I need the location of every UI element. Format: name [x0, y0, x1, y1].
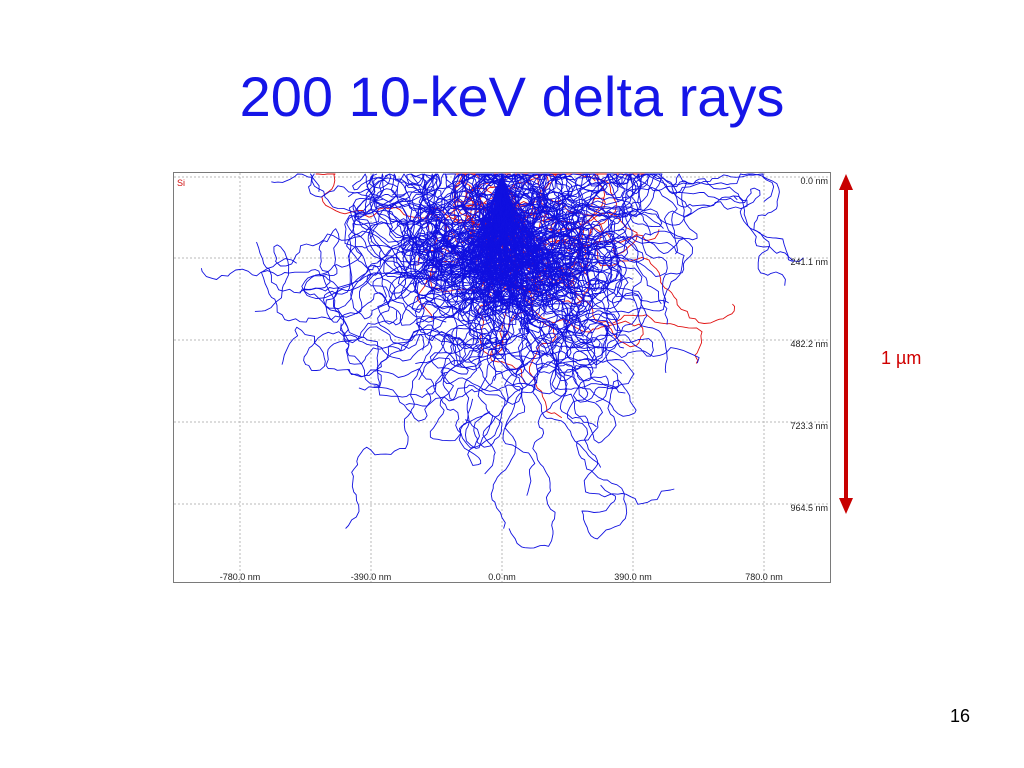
- depth-tick-label: 0.0 nm: [800, 176, 828, 186]
- electron-track: [480, 173, 563, 292]
- electron-track: [491, 174, 627, 263]
- depth-tick-label: 482.2 nm: [790, 339, 828, 349]
- electron-track: [500, 173, 793, 262]
- electron-track: [501, 173, 620, 298]
- electron-track: [482, 174, 546, 475]
- trajectory-plot: Si 0.0 nm 241.1 nm 482.2 nm 723.3 nm 964…: [173, 172, 831, 583]
- electron-track: [299, 174, 505, 310]
- electron-track: [501, 174, 622, 362]
- electron-track: [414, 174, 517, 346]
- material-label: Si: [177, 178, 186, 188]
- scale-bar-arrow: [839, 174, 853, 514]
- electron-track: [487, 174, 600, 333]
- depth-tick-label: 241.1 nm: [790, 257, 828, 267]
- electron-track: [405, 174, 524, 407]
- slide-title: 200 10-keV delta rays: [239, 65, 785, 128]
- electron-track: [200, 174, 503, 323]
- scale-bar-label: 1 µm: [881, 348, 922, 368]
- electron-track: [347, 174, 503, 378]
- electron-track: [477, 174, 541, 308]
- scale-bar-top-arrowhead: [839, 174, 853, 190]
- electron-track: [449, 173, 513, 281]
- scale-bar-bottom-arrowhead: [839, 498, 853, 514]
- x-tick-label: 780.0 nm: [745, 572, 783, 582]
- electron-track: [500, 173, 692, 263]
- electron-track: [310, 173, 509, 280]
- trajectory-canvas: [174, 173, 830, 582]
- scale-bar-shaft: [844, 188, 848, 500]
- electron-track: [501, 174, 633, 239]
- electron-track: [256, 174, 503, 299]
- electron-track: [464, 173, 558, 237]
- electron-track: [493, 174, 603, 366]
- electron-track: [495, 173, 621, 349]
- electron-track: [480, 175, 584, 338]
- electron-track: [442, 174, 620, 401]
- x-tick-label: -390.0 nm: [350, 572, 392, 582]
- electron-track: [477, 173, 600, 303]
- x-tick-label: 390.0 nm: [614, 572, 652, 582]
- electron-track: [487, 174, 748, 335]
- electron-track: [427, 174, 503, 283]
- electron-track: [491, 175, 628, 540]
- electron-track: [369, 173, 505, 268]
- depth-tick-label: 723.3 nm: [790, 421, 828, 431]
- electron-tracks: [200, 173, 804, 549]
- electron-track: [418, 175, 509, 381]
- electron-track: [358, 174, 518, 422]
- electron-track: [442, 173, 576, 250]
- depth-tick-label: 964.5 nm: [790, 503, 828, 513]
- x-tick-label: 0.0 nm: [488, 572, 516, 582]
- x-tick-label: -780.0 nm: [219, 572, 261, 582]
- page-number: 16: [949, 706, 970, 726]
